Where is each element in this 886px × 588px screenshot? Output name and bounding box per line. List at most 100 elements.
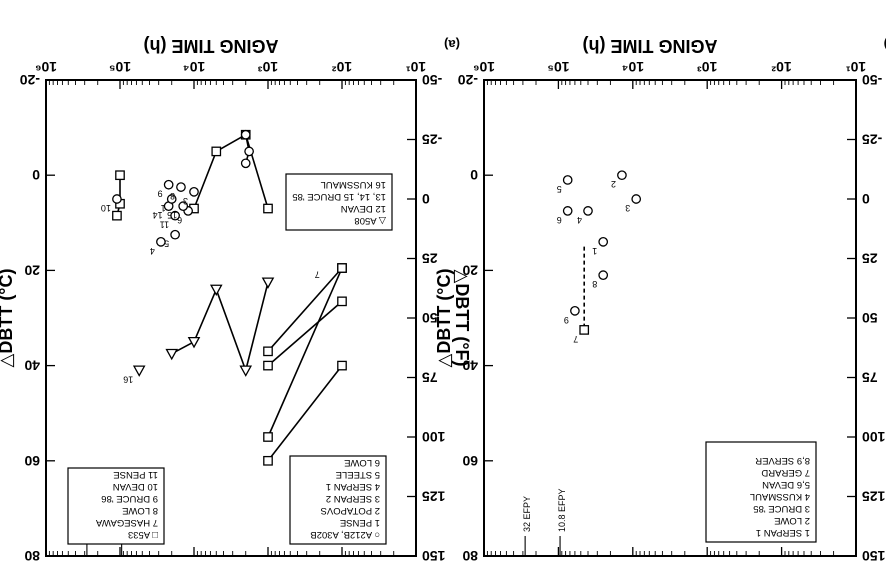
x-tick-label: 10⁴ — [183, 59, 206, 75]
legend-entry: 13, 14, 15 DRUCE '85 — [292, 191, 386, 202]
series-line — [171, 282, 269, 374]
x-tick-label: 10² — [332, 59, 353, 75]
point-label: 11 — [160, 220, 169, 230]
efpy-marker-label: 10.8 EFPY — [557, 488, 567, 532]
y-left-tick-label: 50 — [862, 310, 878, 326]
triangle-marker — [239, 365, 253, 377]
y-left-tick-label: 150 — [422, 548, 446, 564]
triangle-marker — [132, 365, 146, 377]
point-label: 4 — [577, 215, 582, 225]
efpy-marker-label: 32 EFPY — [522, 496, 532, 532]
y-right-tick-label: 40 — [24, 358, 40, 374]
point-label: 1 — [161, 203, 166, 213]
y-right-tick-label: 20 — [462, 262, 478, 278]
y-left-tick-label: -50 — [422, 72, 442, 88]
point-label: 4 — [150, 246, 155, 256]
y-left-tick-label: 50 — [422, 310, 438, 326]
y-right-tick-label: 80 — [24, 548, 40, 564]
point-label: 16 — [123, 374, 133, 384]
legend-entry: 4 KUSSMAUL — [750, 491, 810, 502]
circle-marker — [598, 236, 609, 247]
y-left-tick-label: 125 — [422, 489, 446, 505]
circle-marker — [170, 229, 180, 240]
x-axis-title: AGING TIME (h) — [583, 36, 718, 56]
y-right-tick-label: -20 — [458, 72, 478, 88]
circle-marker — [112, 194, 122, 204]
legend-frame — [285, 173, 393, 231]
circle-marker — [244, 146, 254, 157]
circle-marker — [156, 236, 166, 247]
y-right-tick-label: -20 — [20, 72, 40, 88]
x-tick-label: 10⁵ — [547, 59, 569, 75]
point-label: 8 — [592, 279, 597, 289]
y-left-tick-label: 100 — [862, 429, 886, 445]
triangle-marker — [261, 277, 275, 289]
circle-marker — [562, 175, 573, 185]
point-label: 7 — [315, 270, 320, 280]
point-label: 10 — [101, 203, 111, 213]
x-tick-label: 10¹ — [846, 59, 867, 75]
legend-entry: 5 STEELE — [336, 469, 380, 480]
square-marker — [263, 203, 273, 214]
square-marker — [337, 263, 347, 273]
circle-marker — [617, 170, 627, 181]
point-label: 6 — [557, 215, 562, 225]
legend-entry: 6 LOWE — [344, 457, 380, 468]
triangle-marker — [187, 336, 201, 349]
legend-frame — [289, 455, 387, 545]
square-marker — [337, 296, 347, 307]
circle-marker — [166, 194, 177, 204]
circle-marker — [163, 179, 174, 190]
y-left-tick-label: 0 — [422, 191, 430, 207]
point-label: 9 — [564, 315, 569, 325]
square-marker — [263, 346, 273, 357]
y-left-tick-label: -25 — [422, 132, 442, 148]
point-label: 14 — [153, 210, 163, 220]
legend-entry: 1 PENSE — [340, 517, 380, 528]
square-marker — [211, 146, 222, 157]
y-left-tick-label: 25 — [862, 251, 878, 267]
y-left-tick-label: -50 — [862, 72, 882, 88]
series-line — [267, 365, 343, 462]
square-marker — [337, 360, 347, 371]
y-right-tick-label: 0 — [32, 167, 40, 183]
circle-marker — [170, 210, 180, 221]
point-label: 9 — [158, 189, 163, 199]
panel-label: (b) — [884, 37, 886, 52]
legend-entry: 7 GERARD — [761, 467, 810, 478]
legend-entry: 5,6 DEVAN — [762, 479, 810, 490]
legend-entry: 8,9 SERVER — [755, 455, 810, 466]
panel-label: (a) — [444, 37, 460, 52]
x-tick-label: 10⁴ — [621, 59, 644, 75]
square-marker — [115, 170, 125, 181]
x-tick-label: 10⁵ — [109, 59, 131, 75]
y-left-tick-label: 25 — [422, 251, 438, 267]
y-right-tick-label: 0 — [470, 167, 478, 183]
series-line — [267, 267, 343, 438]
legend-entry: 8 LOWE — [122, 505, 158, 516]
x-axis-title: AGING TIME (h) — [144, 36, 279, 56]
circle-marker — [583, 206, 593, 216]
circle-marker — [570, 306, 580, 316]
y-left-tick-label: 125 — [862, 489, 886, 505]
y-right-axis-title: △DBTT (°C) — [434, 268, 454, 367]
y-left-tick-label: 75 — [862, 370, 878, 386]
y-right-tick-label: 20 — [24, 262, 40, 278]
y-left-axis-title: △DBTT (°F) — [452, 269, 472, 366]
circle-marker — [631, 194, 642, 204]
legend-entry: 12 DEVAN — [341, 203, 386, 214]
square-marker — [263, 432, 273, 442]
point-label: 5 — [557, 184, 562, 194]
legend-frame — [705, 441, 817, 543]
circle-marker — [240, 158, 251, 169]
series-line — [267, 267, 343, 352]
square-marker — [263, 455, 273, 466]
point-label: 3 — [625, 203, 630, 213]
legend-entry: 11 PENSE — [113, 469, 158, 480]
triangle-marker — [209, 284, 223, 296]
y-left-tick-label: 100 — [422, 429, 446, 445]
